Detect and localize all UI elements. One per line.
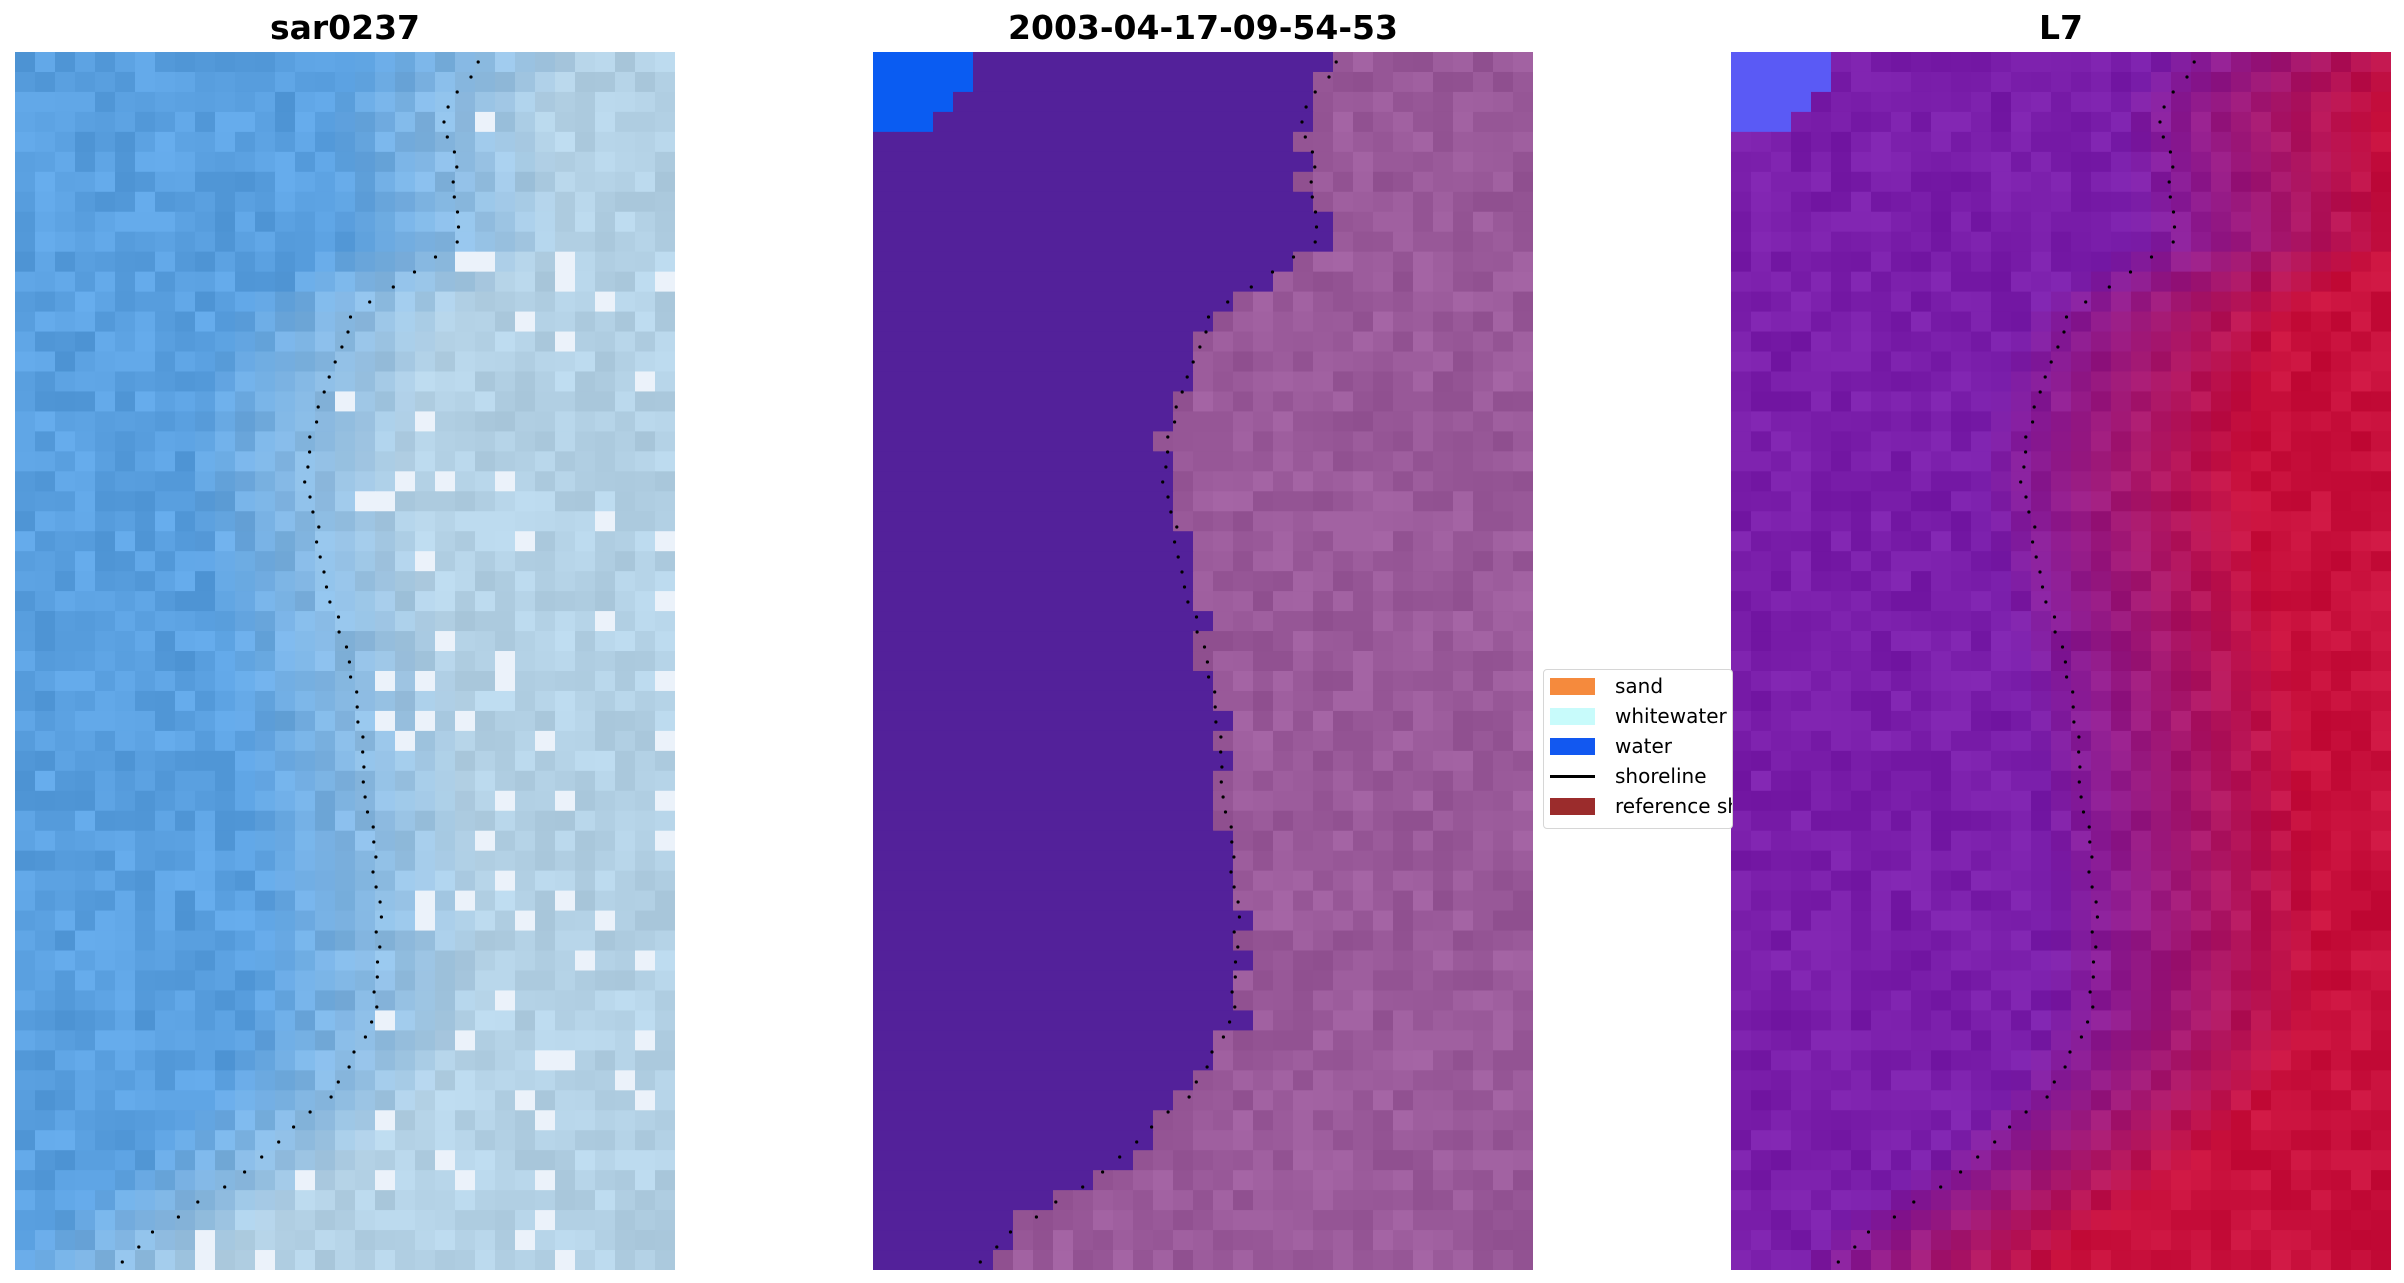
rgb-satellite-image (15, 52, 675, 1270)
shoreline-dots (120, 60, 480, 1264)
shoreline-dots (978, 60, 1338, 1264)
legend-item-water: water (1550, 733, 1672, 759)
legend-item-shoreline: shoreline (1550, 763, 1707, 789)
raster-pixels (873, 52, 1533, 1270)
sand-swatch (1550, 677, 1595, 695)
classified-image (873, 52, 1533, 1270)
water-swatch (1550, 737, 1595, 755)
legend-item-sand: sand (1550, 673, 1663, 699)
legend-label: sand (1615, 674, 1664, 698)
shoreline-line-swatch (1550, 774, 1595, 778)
legend-label: water (1615, 734, 1672, 758)
classified-image-panel (873, 52, 1533, 1270)
legend: sand whitewater water shoreline referenc… (1543, 669, 1733, 829)
index-image-panel (1731, 52, 2391, 1270)
panel-title-classified: 2003-04-17-09-54-53 (1008, 8, 1398, 47)
legend-label: whitewater (1615, 704, 1727, 728)
reference-shoreline-swatch (1550, 797, 1595, 815)
panel-title-index: L7 (2039, 8, 2083, 47)
rgb-image-panel (15, 52, 675, 1270)
raster-pixels (15, 52, 675, 1270)
legend-label: reference shoreline buffer (1615, 794, 1732, 818)
legend-label: shoreline (1615, 764, 1707, 788)
raster-pixels (1731, 52, 2391, 1270)
legend-item-reference-shoreline: reference shoreline buffer (1550, 793, 1732, 819)
index-image (1731, 52, 2391, 1270)
legend-item-whitewater: whitewater (1550, 703, 1727, 729)
panel-title-rgb: sar0237 (269, 8, 421, 47)
shoreline-dots (1836, 60, 2196, 1264)
whitewater-swatch (1550, 707, 1595, 725)
